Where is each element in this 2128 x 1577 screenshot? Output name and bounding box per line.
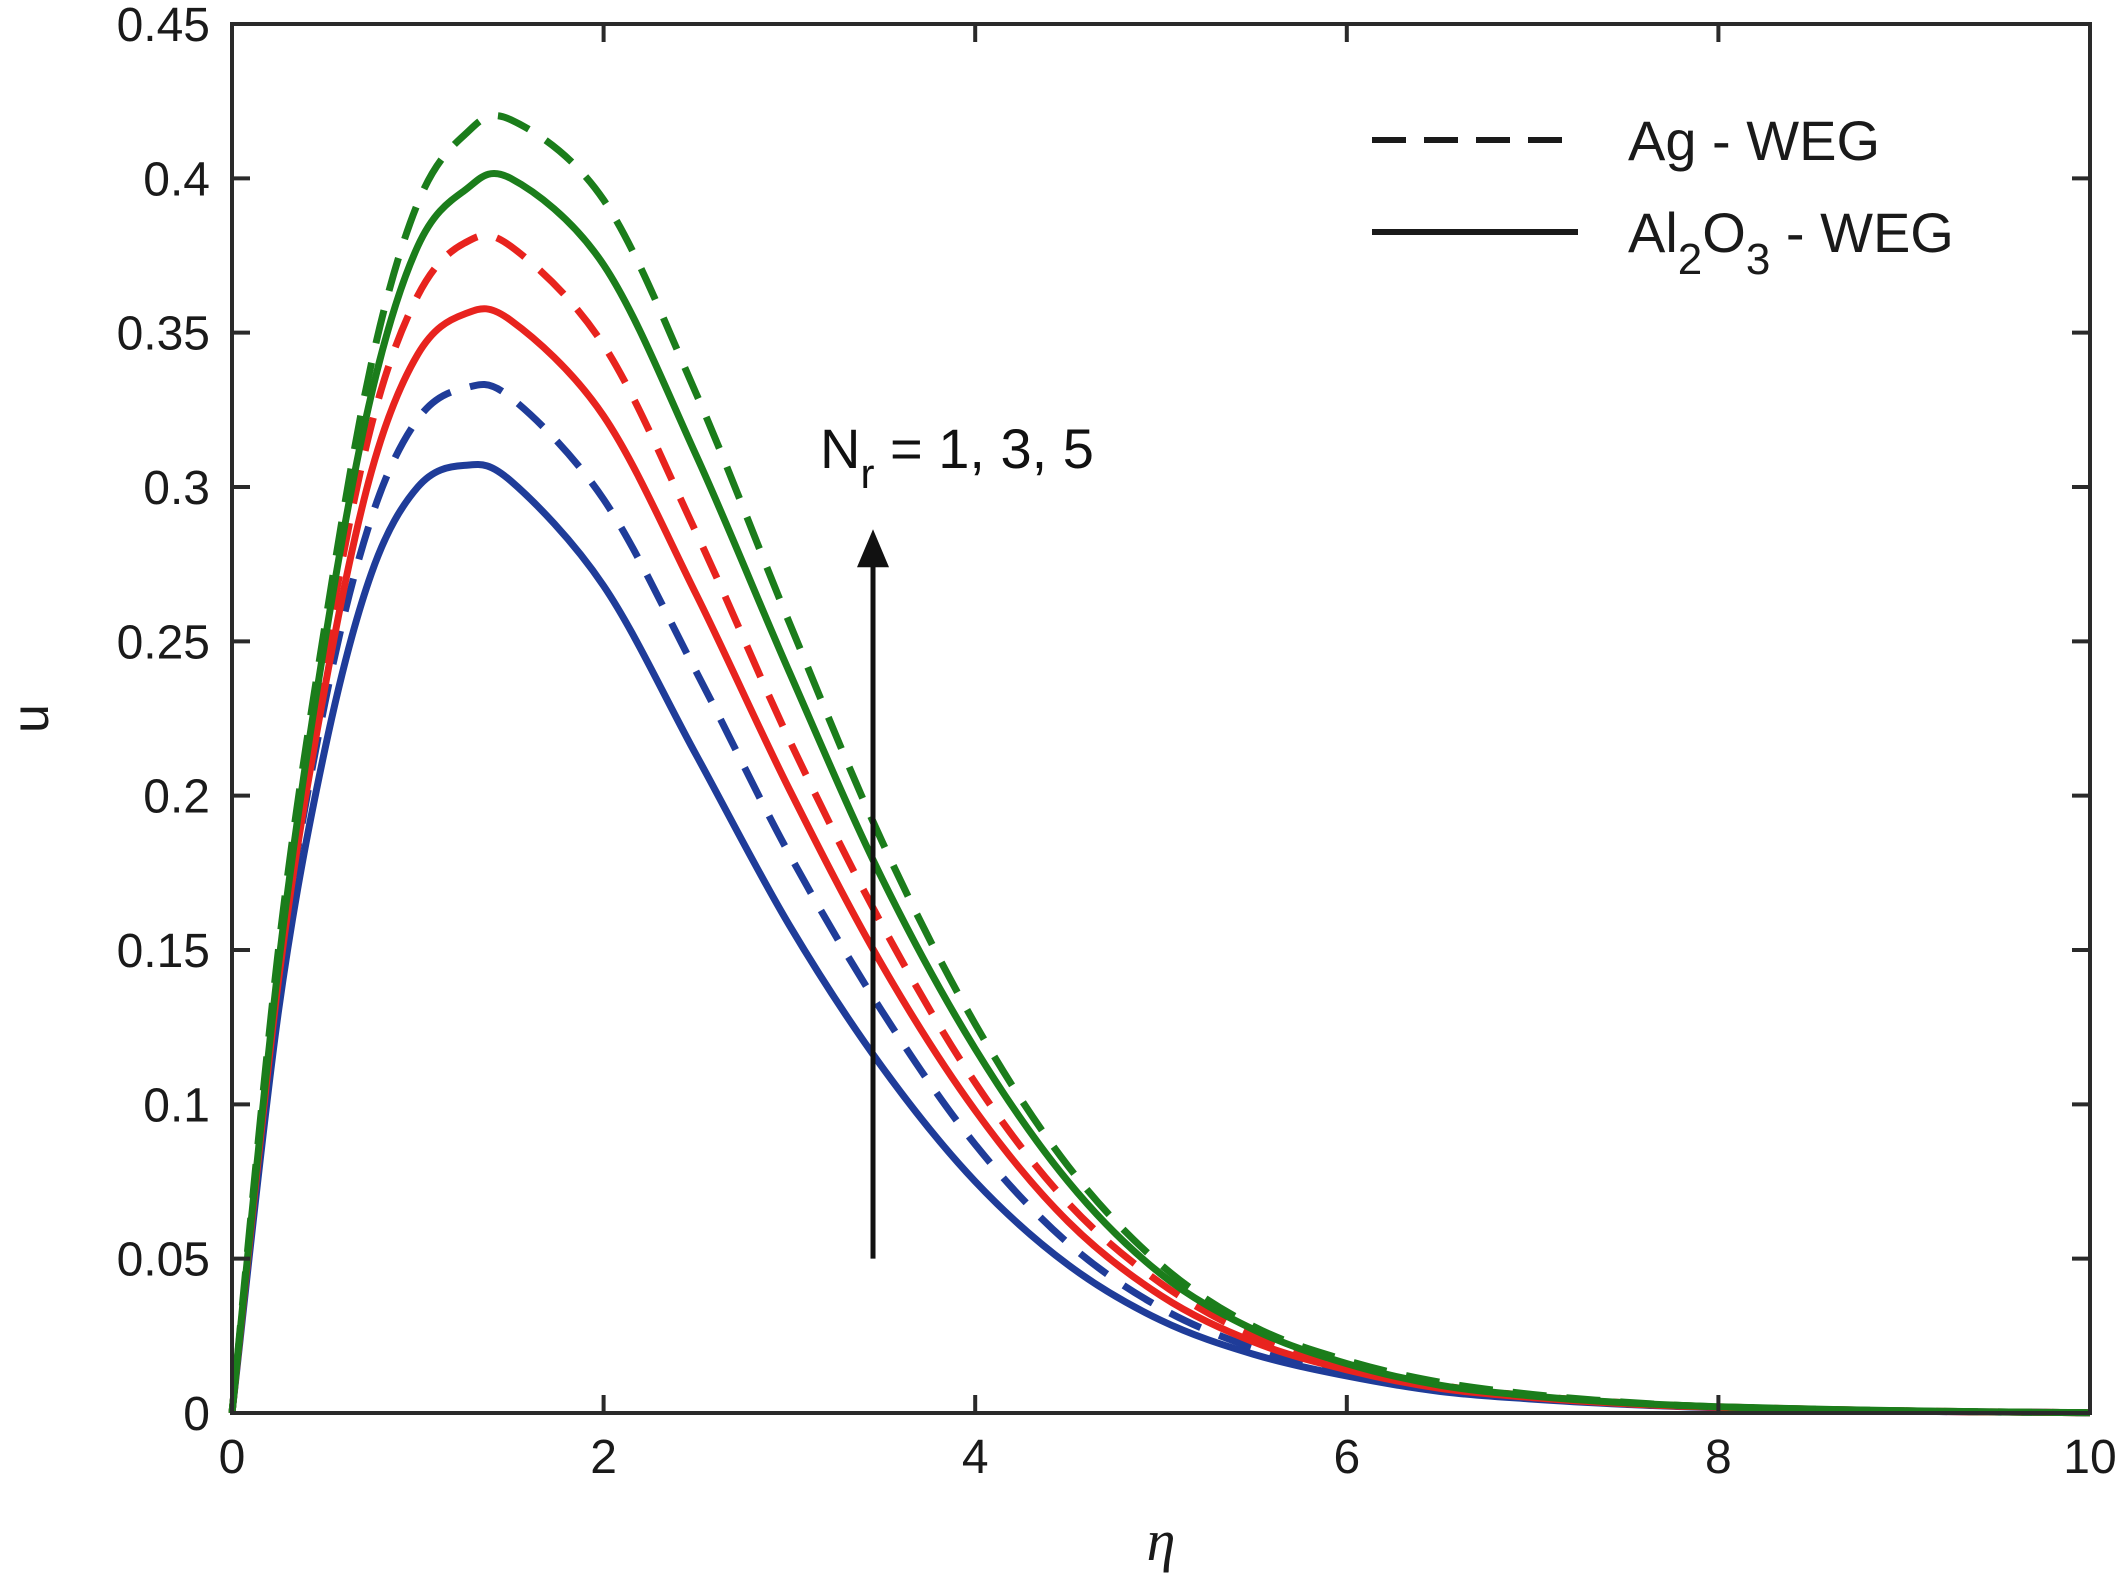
- y-tick-label: 0.45: [117, 0, 210, 52]
- annotation-arrow-head: [857, 529, 890, 568]
- legend-label: Ag - WEG: [1628, 109, 1880, 172]
- legend-label: Al2O3 - WEG: [1628, 201, 1954, 284]
- legend: Ag - WEG Al2O3 - WEG: [1372, 109, 1954, 284]
- y-tick-label: 0.25: [117, 616, 210, 669]
- y-tick-label: 0.15: [117, 925, 210, 978]
- x-tick-label: 4: [962, 1431, 989, 1484]
- series-layer: [228, 112, 2091, 1417]
- x-tick-label: 2: [590, 1431, 617, 1484]
- y-axis-label: u: [2, 704, 60, 733]
- x-tick-label: 8: [1705, 1431, 1732, 1484]
- x-tick-label: 10: [2063, 1431, 2116, 1484]
- series-line-ag-weg-nr1: [228, 381, 2091, 1417]
- y-tick-label: 0.3: [143, 462, 210, 515]
- y-tick-label: 0.05: [117, 1234, 210, 1287]
- x-axis-label: η: [1147, 1508, 1176, 1573]
- ticks-layer: 0 2 4 6 8 10 0 0.05 0.1 0.15 0.2 0.25 0.3 0.35 0.4 0.45: [117, 0, 2117, 1484]
- y-tick-label: 0.35: [117, 308, 210, 361]
- plot-frame: [230, 22, 2092, 1415]
- x-tick-label: 0: [219, 1431, 246, 1484]
- y-tick-label: 0.4: [143, 153, 210, 206]
- y-tick-label: 0: [183, 1388, 210, 1441]
- annotation-label: Nr = 1, 3, 5: [820, 417, 1094, 497]
- y-tick-label: 0.1: [143, 1079, 210, 1132]
- y-tick-label: 0.2: [143, 771, 210, 824]
- x-tick-label: 6: [1333, 1431, 1360, 1484]
- annotation: Nr = 1, 3, 5: [820, 417, 1094, 1259]
